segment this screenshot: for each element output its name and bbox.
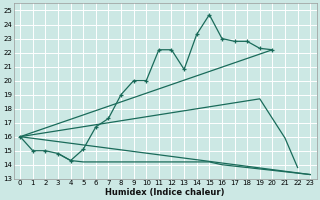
X-axis label: Humidex (Indice chaleur): Humidex (Indice chaleur) (106, 188, 225, 197)
